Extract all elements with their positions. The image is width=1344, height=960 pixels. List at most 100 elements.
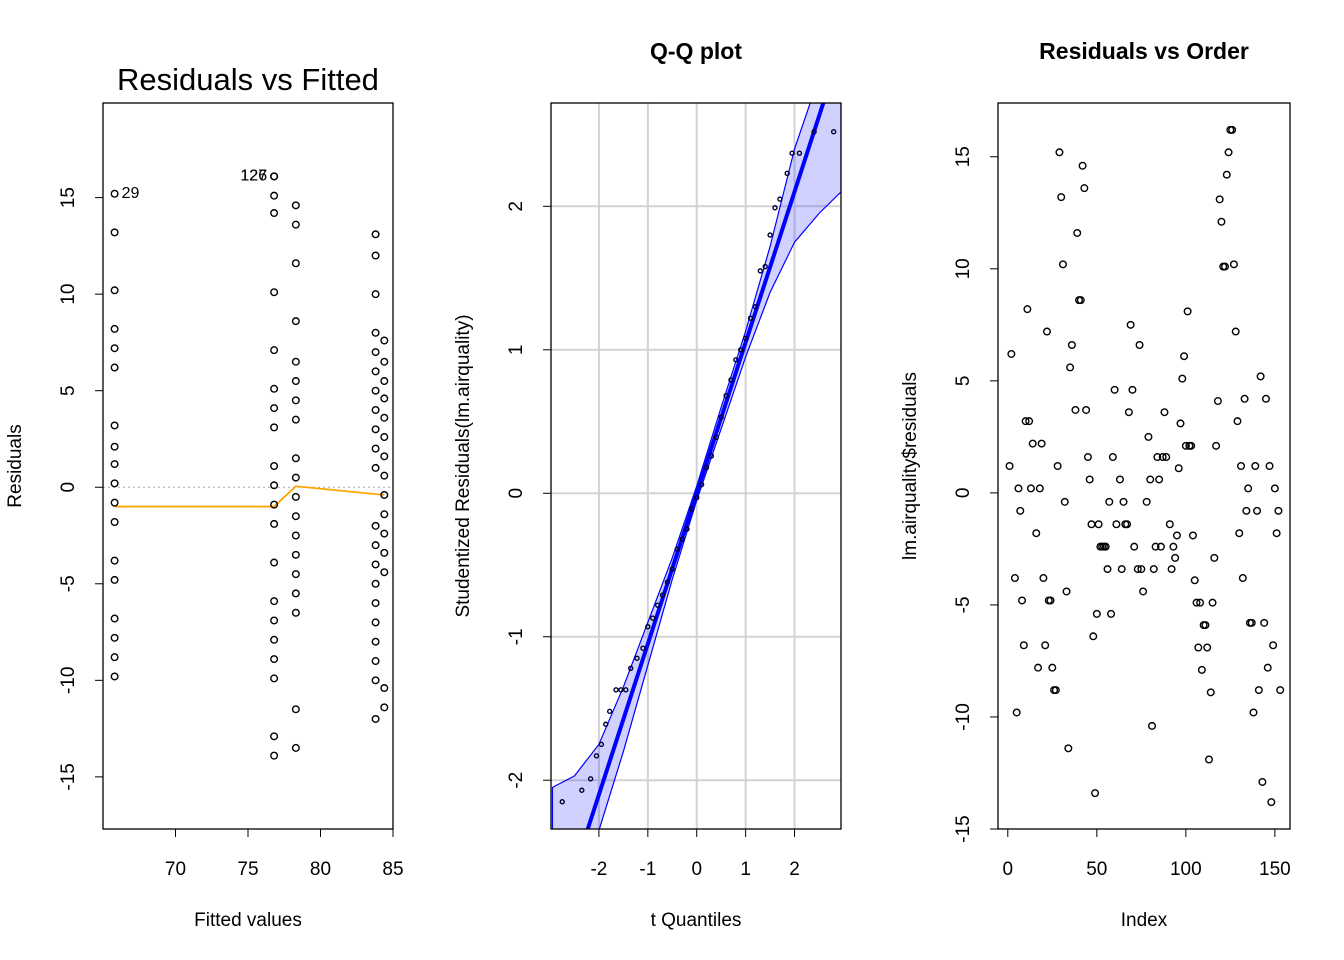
point [674, 546, 680, 552]
point [291, 220, 300, 229]
point [708, 453, 715, 459]
point [1244, 484, 1253, 493]
point [371, 367, 380, 376]
point [1153, 453, 1162, 462]
point [1204, 755, 1213, 764]
point [1094, 520, 1103, 529]
point [752, 304, 759, 310]
point [380, 336, 389, 345]
confidence-band [551, 103, 841, 829]
plot-frame [102, 102, 394, 830]
point [371, 463, 380, 472]
point [291, 415, 300, 424]
point [1126, 320, 1135, 329]
point [371, 328, 380, 337]
point [1269, 641, 1278, 650]
point [593, 753, 600, 759]
point [291, 512, 300, 521]
point [270, 655, 279, 664]
point [1274, 506, 1283, 515]
point [747, 315, 754, 321]
point [1055, 148, 1064, 157]
point [1151, 542, 1160, 551]
point [110, 363, 119, 372]
point [1261, 394, 1270, 403]
point [270, 423, 279, 432]
point [1233, 417, 1242, 426]
point [684, 526, 690, 532]
point [1119, 497, 1128, 506]
y-tick-label: 1 [506, 344, 527, 355]
chart-title: Q-Q plot [650, 38, 742, 64]
point [1135, 341, 1144, 350]
x-tick-label: 100 [1170, 859, 1202, 880]
point [1144, 432, 1153, 441]
point [110, 189, 119, 198]
smooth-line [114, 485, 385, 508]
point [694, 494, 700, 501]
x-tick-label: 80 [310, 859, 331, 880]
point [110, 442, 119, 451]
point [270, 674, 279, 683]
point [1263, 663, 1272, 672]
point [380, 529, 389, 538]
point [1192, 598, 1201, 607]
point [380, 433, 389, 442]
point [380, 357, 389, 366]
point [110, 344, 119, 353]
point [1026, 484, 1035, 493]
point [1238, 574, 1247, 583]
point [1018, 596, 1027, 605]
point [1042, 327, 1051, 336]
point [1256, 372, 1265, 381]
point [1165, 520, 1174, 529]
point [270, 462, 279, 471]
point [110, 672, 119, 681]
point [270, 209, 279, 218]
point [634, 655, 640, 661]
point [777, 196, 783, 202]
point [1183, 307, 1192, 316]
point [1174, 464, 1183, 473]
point [1087, 520, 1096, 529]
point [270, 635, 279, 644]
point [654, 602, 661, 608]
point [291, 531, 300, 540]
point [371, 230, 380, 239]
point [1078, 161, 1087, 170]
point [1235, 529, 1244, 538]
point [1228, 125, 1237, 134]
y-axis-label: lm.airquality$residuals [900, 372, 921, 560]
point [1172, 531, 1181, 540]
point [1240, 394, 1249, 403]
point [1083, 453, 1092, 462]
point [380, 490, 389, 499]
plot-frame [997, 102, 1291, 830]
point [291, 357, 300, 366]
y-tick-label: 5 [953, 376, 974, 387]
y-tick-label: -10 [953, 703, 974, 730]
x-axis-label: Fitted values [194, 910, 302, 931]
point [767, 232, 773, 238]
point [371, 637, 380, 646]
point [1124, 408, 1133, 417]
point [723, 392, 729, 399]
point [380, 413, 389, 422]
x-tick-label: 1 [740, 859, 751, 880]
y-tick-label: 10 [58, 284, 79, 305]
point [1039, 574, 1048, 583]
point [1107, 609, 1116, 618]
point [380, 452, 389, 461]
point [1035, 484, 1044, 493]
point [291, 743, 300, 752]
point [110, 228, 119, 237]
point [772, 205, 778, 211]
plot-area [1005, 125, 1285, 807]
x-tick-label: 0 [691, 859, 702, 880]
point [291, 317, 300, 326]
panel: Residuals vs Fitted Fitted values Residual… [5, 62, 404, 931]
point [1222, 170, 1231, 179]
point [371, 251, 380, 260]
point [1167, 565, 1176, 574]
